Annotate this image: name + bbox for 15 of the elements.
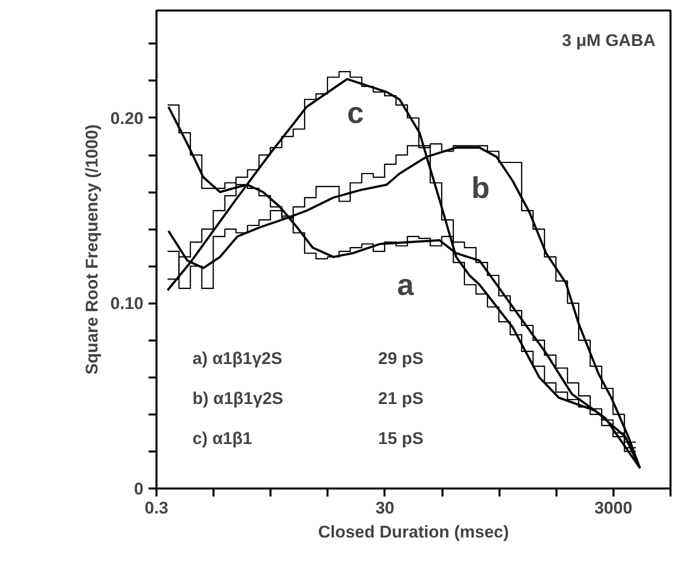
x-tick-label: 30 (375, 498, 394, 518)
text: a) α1β1γ2S 29 pS (192, 349, 424, 368)
x-tick-label: 3000 (594, 498, 632, 518)
y-axis-title: Square Root Frequency (/1000) (82, 124, 102, 375)
y-tick-label: 0.10 (110, 294, 144, 314)
annotation: 3 μM GABA (562, 31, 656, 50)
x-tick-label: 0.3 (144, 498, 168, 518)
y-tick-label: 0.20 (110, 108, 144, 128)
series-label: b (471, 172, 490, 205)
text: c) α1β1 15 pS (192, 429, 424, 448)
x-axis-title: Closed Duration (msec) (318, 522, 509, 542)
series-label: a (397, 269, 414, 302)
series-label: c (347, 97, 364, 130)
y-tick-label: 0 (134, 480, 144, 498)
text: b) α1β1γ2S 21 pS (192, 389, 424, 408)
